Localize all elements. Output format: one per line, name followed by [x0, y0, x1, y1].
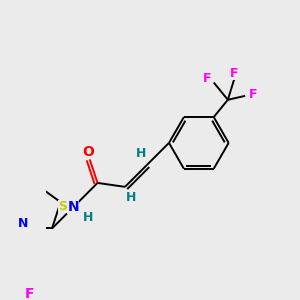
Text: H: H — [136, 147, 146, 161]
Text: F: F — [230, 67, 239, 80]
Text: F: F — [25, 287, 34, 300]
Text: H: H — [126, 191, 136, 204]
Text: F: F — [203, 72, 212, 85]
Text: O: O — [82, 145, 94, 158]
Text: S: S — [58, 200, 67, 213]
Text: N: N — [68, 200, 79, 214]
Text: H: H — [83, 211, 93, 224]
Text: F: F — [249, 88, 257, 101]
Text: N: N — [18, 217, 28, 230]
